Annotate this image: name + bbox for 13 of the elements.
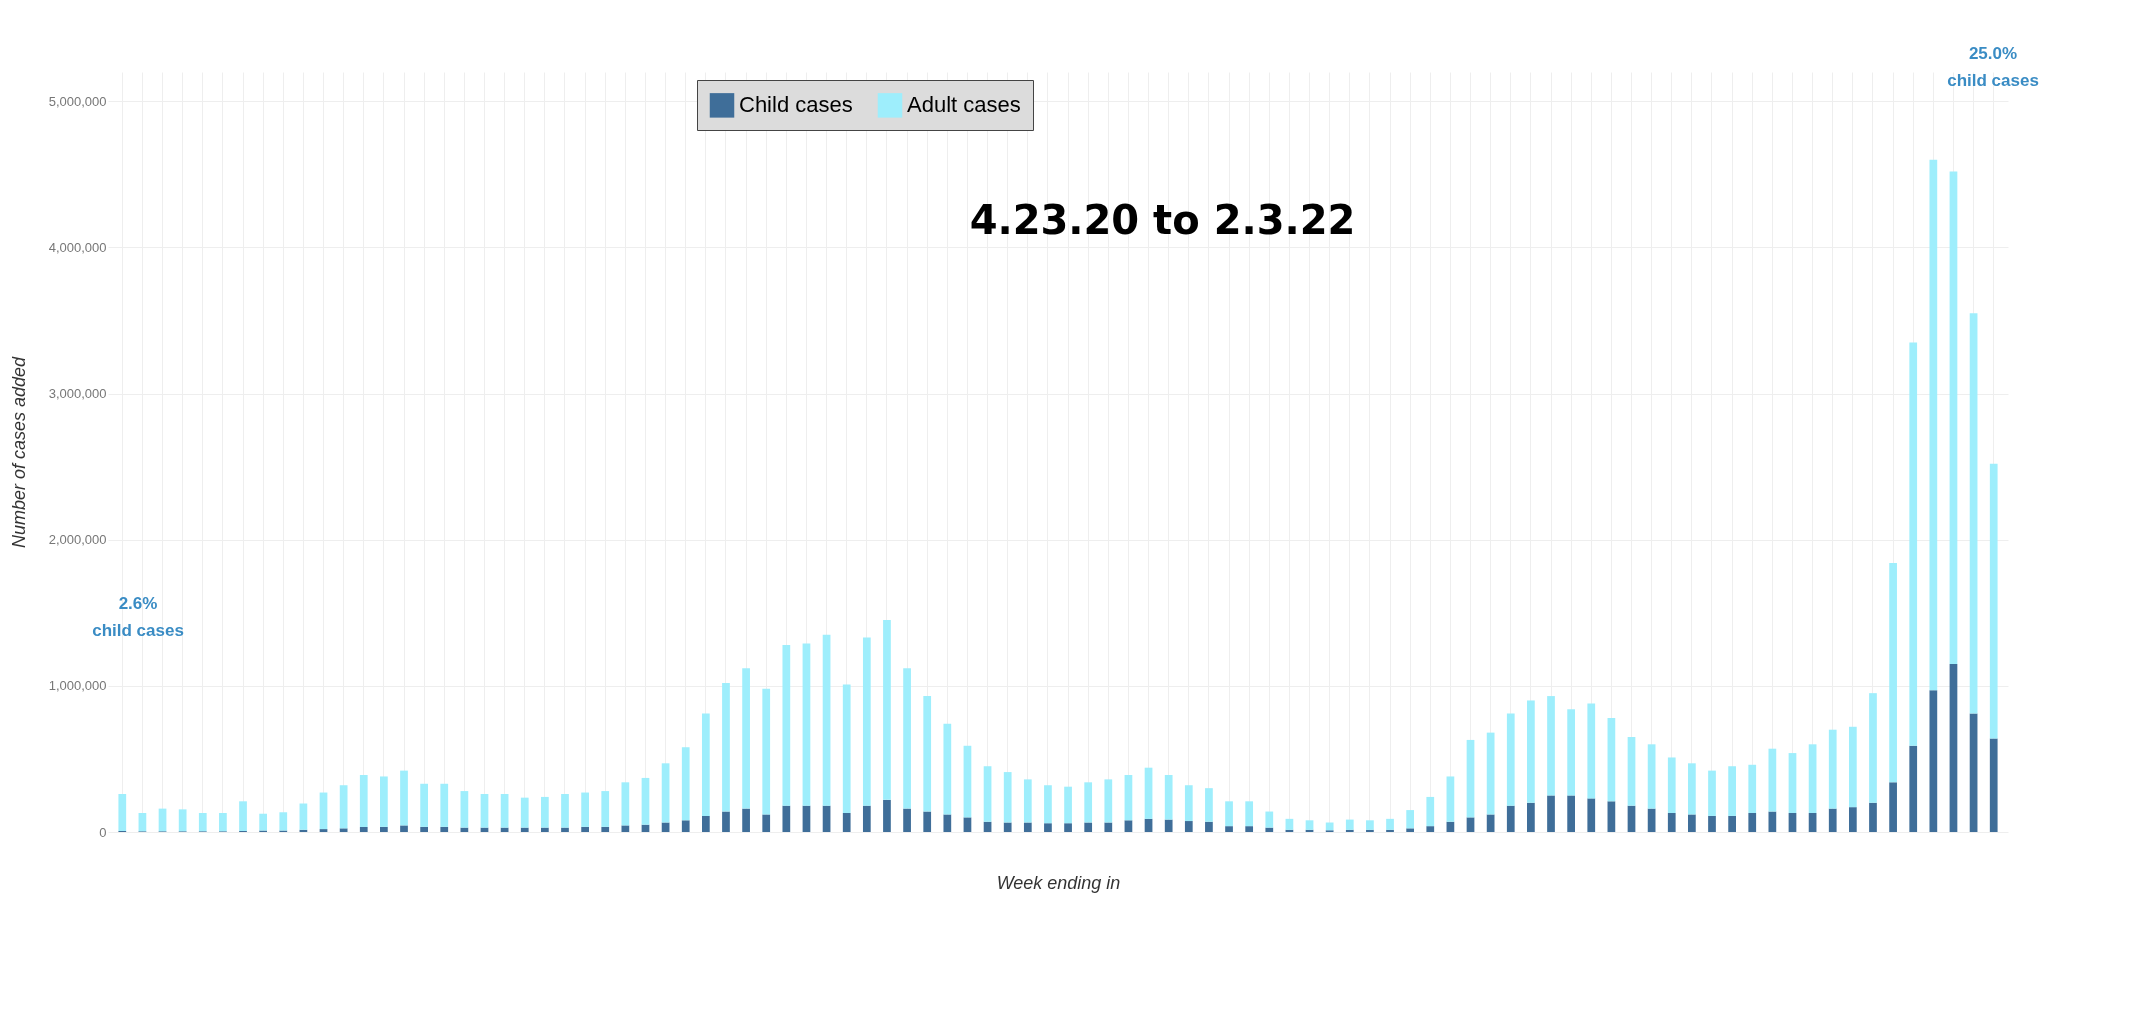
legend-label: Adult cases bbox=[907, 92, 1021, 118]
y-tick-label: 2,000,000 bbox=[48, 532, 107, 548]
y-tick-label: 4,000,000 bbox=[48, 239, 107, 255]
y-tick-label: 1,000,000 bbox=[48, 678, 107, 694]
y-axis-title: Number of cases added bbox=[8, 355, 29, 549]
y-tick-label: 5,000,000 bbox=[48, 93, 107, 109]
y-tick-label: 0 bbox=[99, 824, 107, 840]
legend-label: Child cases bbox=[739, 92, 853, 118]
annotation: 2.6% child cases bbox=[92, 594, 184, 641]
annotation: 25.0% child cases bbox=[1947, 44, 2039, 91]
y-tick-label: 3,000,000 bbox=[48, 386, 107, 402]
x-axis-title: Week ending in bbox=[996, 872, 1121, 893]
annotation: 4.23.20 to 2.3.22 bbox=[969, 197, 1356, 243]
